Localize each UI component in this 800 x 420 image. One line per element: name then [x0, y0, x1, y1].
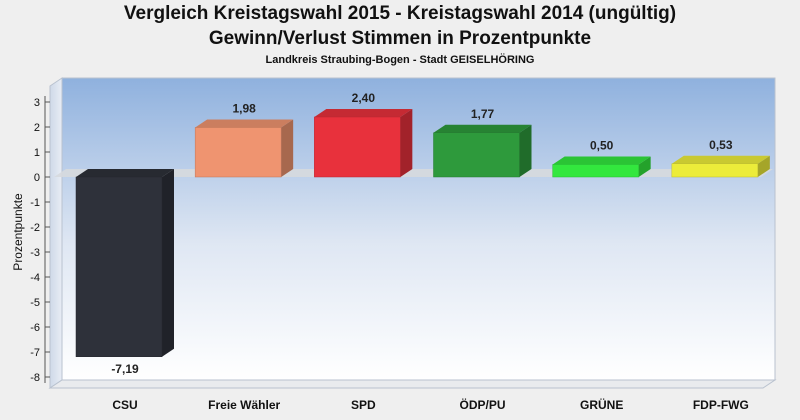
bar-side [281, 119, 294, 177]
x-tick-label: GRÜNE [580, 397, 623, 412]
data-label: 0,53 [709, 138, 733, 152]
bar-top [76, 169, 174, 177]
bar-side [400, 109, 413, 177]
y-tick-label: 1 [34, 147, 40, 159]
bar-spd [314, 116, 401, 178]
y-tick-label: 2 [34, 122, 40, 134]
y-tick-label: -4 [30, 272, 40, 284]
y-tick-label: 0 [34, 172, 40, 184]
x-tick-label: SPD [351, 398, 376, 412]
chart-title: Vergleich Kreistagswahl 2015 - Kreistags… [123, 3, 677, 24]
bar-top [195, 119, 294, 128]
y-tick-label: -6 [30, 322, 40, 334]
y-tick-label: 3 [34, 97, 40, 109]
bar-top [552, 156, 651, 165]
bar-side [162, 169, 174, 357]
chart-subtitle: Gewinn/Verlust Stimmen in Prozentpunkte [208, 28, 592, 49]
x-tick-label: CSU [112, 398, 137, 412]
bar-top [314, 109, 413, 117]
bar-side [638, 156, 651, 177]
data-label: 0,50 [590, 139, 614, 153]
bar-top [433, 124, 532, 133]
left-wall [49, 77, 63, 389]
y-tick-label: -3 [30, 247, 40, 259]
y-tick-label: -7 [30, 347, 40, 359]
y-axis-label: Prozentpunkte [11, 193, 25, 271]
x-tick-label: Freie Wähler [208, 398, 280, 412]
y-tick-label: -2 [30, 222, 40, 234]
plot-background [61, 77, 776, 381]
bar-side [757, 155, 770, 177]
bar-fdp-fwg [671, 163, 759, 178]
y-tick-label: -1 [30, 197, 40, 209]
data-label: 1,98 [232, 102, 256, 116]
data-label: 2,40 [352, 91, 376, 105]
bar-csu [75, 176, 163, 357]
data-label: 1,77 [471, 107, 495, 121]
bar-top [671, 155, 770, 164]
y-tick-label: -8 [30, 372, 40, 384]
bar-grüne [552, 164, 639, 178]
bar-freie-wähler [194, 127, 282, 178]
x-tick-label: ÖDP/PU [459, 397, 505, 412]
floor [48, 379, 777, 389]
x-tick-label: FDP-FWG [693, 398, 749, 412]
data-label: -7,19 [111, 362, 139, 376]
chart-region-label: Landkreis Straubing-Bogen - Stadt GEISEL… [265, 54, 535, 66]
bar-side [519, 124, 532, 177]
y-tick-label: -5 [30, 297, 40, 309]
bar-ödp-pu [433, 132, 520, 178]
